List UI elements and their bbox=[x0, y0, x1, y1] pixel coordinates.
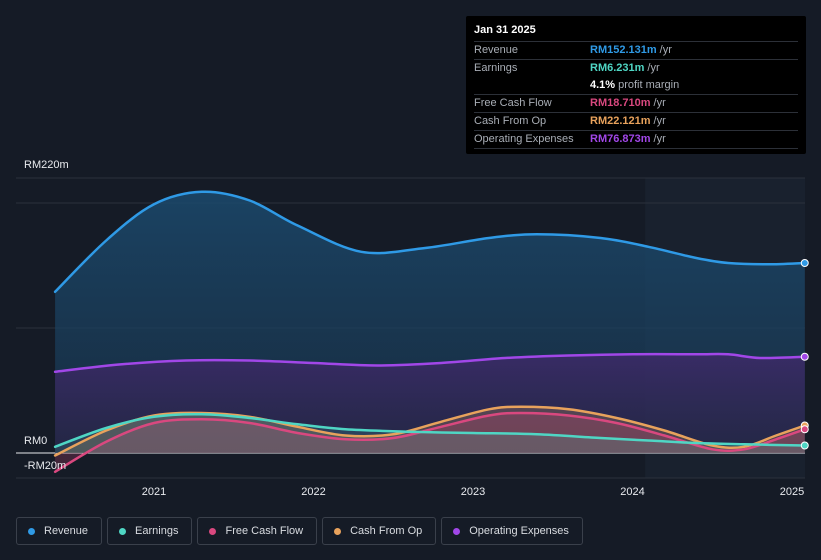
cash-from-op-line bbox=[53, 405, 807, 457]
tooltip-unit: /yr bbox=[653, 133, 666, 145]
legend-item-free-cash-flow[interactable]: Free Cash Flow bbox=[197, 517, 318, 545]
data-tooltip: Jan 31 2025 Revenue RM152.131m /yr Earni… bbox=[466, 16, 806, 154]
free-cash-flow-line bbox=[53, 411, 807, 474]
tooltip-date: Jan 31 2025 bbox=[474, 24, 798, 42]
tooltip-row-cash-from-op: Cash From Op RM22.121m /yr bbox=[474, 113, 798, 131]
y-label-negative: -RM20m bbox=[24, 460, 67, 472]
tooltip-label: Cash From Op bbox=[474, 115, 547, 127]
operating-expenses-line bbox=[53, 352, 807, 374]
legend-item-cash-from-op[interactable]: Cash From Op bbox=[322, 517, 437, 545]
tooltip-label: Earnings bbox=[474, 62, 518, 74]
profit-margin-value: 4.1% bbox=[590, 79, 616, 91]
legend-dot-icon bbox=[28, 527, 35, 535]
legend-item-earnings[interactable]: Earnings bbox=[107, 517, 193, 545]
legend-dot-icon bbox=[119, 527, 127, 535]
tooltip-value: RM22.121m bbox=[590, 115, 651, 127]
tooltip-row-earnings: Earnings RM6.231m /yr bbox=[474, 60, 798, 77]
free-cash-flow-end-marker bbox=[800, 425, 809, 434]
tooltip-unit: /yr bbox=[653, 97, 666, 109]
tooltip-value: RM6.231m bbox=[590, 62, 645, 74]
y-label-zero: RM0 bbox=[24, 435, 48, 447]
tooltip-label: Free Cash Flow bbox=[474, 97, 552, 109]
profit-margin-text: profit margin bbox=[618, 79, 680, 91]
x-axis-ticks: 2021 2022 2023 2024 2025 bbox=[142, 486, 804, 498]
series-lines bbox=[53, 190, 807, 474]
legend-dot-icon bbox=[209, 527, 217, 535]
x-tick-label: 2022 bbox=[301, 486, 325, 498]
operating-expenses-area bbox=[55, 353, 805, 453]
legend-label: Operating Expenses bbox=[469, 525, 569, 537]
legend-label: Cash From Op bbox=[350, 525, 423, 537]
tooltip-unit: /yr bbox=[653, 115, 666, 127]
x-tick-label: 2021 bbox=[142, 486, 166, 498]
series-end-markers bbox=[800, 259, 809, 450]
tooltip-row-free-cash-flow: Free Cash Flow RM18.710m /yr bbox=[474, 95, 798, 113]
legend-dot-icon bbox=[334, 527, 342, 535]
legend-label: Revenue bbox=[44, 525, 89, 537]
tooltip-row-profit-margin: 4.1% profit margin bbox=[474, 77, 798, 95]
tooltip-row-revenue: Revenue RM152.131m /yr bbox=[474, 42, 798, 60]
tooltip-row-operating-expenses: Operating Expenses RM76.873m /yr bbox=[474, 131, 798, 149]
tooltip-value: RM76.873m bbox=[590, 133, 651, 145]
legend-label: Free Cash Flow bbox=[225, 525, 304, 537]
legend-dot-icon bbox=[453, 527, 461, 535]
tooltip-label: Revenue bbox=[474, 44, 519, 56]
tooltip-unit: /yr bbox=[647, 62, 660, 74]
revenue-line bbox=[53, 190, 807, 294]
tooltip-value: RM152.131m bbox=[590, 44, 657, 56]
x-tick-label: 2025 bbox=[780, 486, 804, 498]
revenue-end-marker bbox=[800, 259, 809, 267]
chart-legend: Revenue Earnings Free Cash Flow Cash Fro… bbox=[16, 517, 583, 545]
legend-item-operating-expenses[interactable]: Operating Expenses bbox=[441, 517, 583, 545]
legend-item-revenue[interactable]: Revenue bbox=[16, 517, 103, 545]
x-tick-label: 2023 bbox=[461, 486, 485, 498]
free-cash-flow-area bbox=[55, 413, 805, 472]
earnings-line bbox=[53, 412, 807, 449]
earnings-end-marker bbox=[800, 441, 809, 450]
legend-label: Earnings bbox=[135, 525, 179, 537]
tooltip-unit: /yr bbox=[659, 44, 672, 56]
tooltip-label: Operating Expenses bbox=[474, 133, 574, 145]
series-areas bbox=[55, 191, 805, 472]
earnings-area bbox=[55, 414, 805, 453]
tooltip-spacer bbox=[474, 77, 590, 94]
operating-expenses-end-marker bbox=[800, 352, 809, 361]
y-label-top: RM220m bbox=[24, 159, 69, 171]
tooltip-value: RM18.710m bbox=[590, 97, 651, 109]
x-tick-label: 2024 bbox=[620, 486, 644, 498]
